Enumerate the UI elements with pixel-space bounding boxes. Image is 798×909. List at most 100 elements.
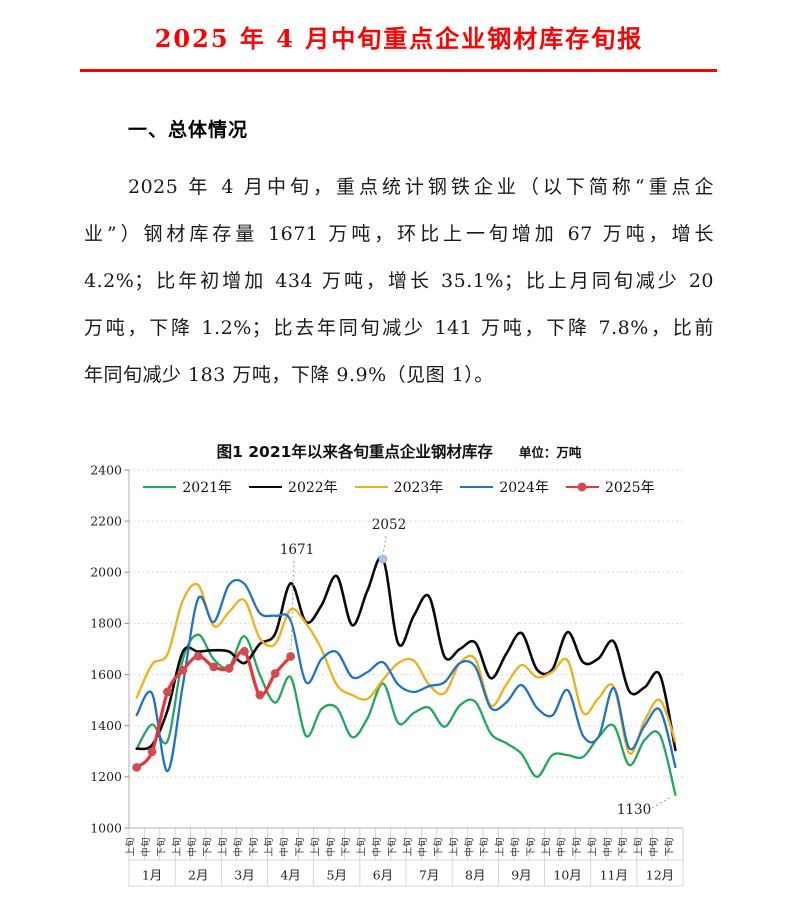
legend-line-swatch <box>460 485 494 489</box>
period-label: 上旬 <box>356 837 368 856</box>
data-point-marker <box>286 652 296 661</box>
month-label: 11月 <box>600 868 628 883</box>
month-label: 7月 <box>419 868 439 883</box>
series-line-2024年 <box>135 578 677 773</box>
y-tick-label: 1000 <box>90 820 122 835</box>
period-label: 上旬 <box>125 837 137 856</box>
period-label: 下旬 <box>433 837 445 856</box>
y-tick-label: 2000 <box>90 565 122 580</box>
legend-label: 2021年 <box>182 480 233 496</box>
period-label: 上旬 <box>263 837 275 856</box>
period-label: 上旬 <box>586 837 598 856</box>
data-point-marker <box>270 669 280 678</box>
period-label: 下旬 <box>663 837 675 856</box>
annotation-label: 1671 <box>280 542 314 558</box>
period-label: 中旬 <box>186 837 198 856</box>
period-label: 上旬 <box>448 837 460 856</box>
month-label: 2月 <box>188 868 208 883</box>
annotation-leader-line <box>651 796 672 809</box>
section-heading: 一、总体情况 <box>128 119 249 141</box>
period-label: 上旬 <box>402 837 414 856</box>
period-label: 下旬 <box>294 837 306 856</box>
paragraph-line: 2025 年 4 月中旬，重点统计钢铁企业（以下简称“重点企 <box>128 176 714 198</box>
y-tick-label: 1600 <box>90 667 122 682</box>
legend-label: 2024年 <box>499 480 549 496</box>
title-divider-rule <box>80 69 717 72</box>
chart-title-row: 图1 2021年以来各旬重点企业钢材库存 单位：万吨 <box>0 440 798 462</box>
data-point-marker <box>224 664 234 673</box>
chart-legend: 2021年 2022年 2023年 2024年 2025年 <box>0 477 798 497</box>
series-line-2023年 <box>135 582 677 755</box>
period-label: 上旬 <box>633 837 645 856</box>
series-line-2022年 <box>135 556 677 752</box>
period-label: 中旬 <box>371 837 383 856</box>
month-label: 9月 <box>511 868 531 883</box>
annotation-label: 2052 <box>372 517 406 533</box>
summary-paragraph: 2025 年 4 月中旬，重点统计钢铁企业（以下简称“重点企 业”）钢材库存量 … <box>84 164 714 399</box>
annotation-marker <box>378 554 388 564</box>
period-label: 中旬 <box>602 837 614 856</box>
legend-item-2022年: 2022年 <box>249 477 338 497</box>
month-label: 6月 <box>373 868 393 883</box>
period-label: 下旬 <box>617 837 629 856</box>
legend-label: 2025年 <box>604 480 655 496</box>
legend-item-2024年: 2024年 <box>460 477 549 497</box>
period-label: 中旬 <box>648 837 660 856</box>
month-label: 5月 <box>327 868 347 883</box>
period-label: 上旬 <box>217 837 229 856</box>
period-label: 中旬 <box>509 837 521 856</box>
month-label: 10月 <box>553 868 581 883</box>
period-label: 下旬 <box>248 837 260 856</box>
paragraph-line: 万吨，下降 1.2%；比去年同旬减少 141 万吨，下降 7.8%，比前 <box>84 317 714 339</box>
y-tick-label: 2200 <box>90 513 122 528</box>
paragraph-line: 4.2%；比年初增加 434 万吨，增长 35.1%；比上月同旬减少 20 <box>84 270 714 292</box>
month-label: 1月 <box>142 868 162 883</box>
legend-line-swatch <box>565 482 599 492</box>
period-label: 上旬 <box>171 837 183 856</box>
data-point-marker <box>193 651 203 661</box>
period-label: 上旬 <box>540 837 552 856</box>
y-tick-label: 1800 <box>90 616 122 631</box>
data-point-marker <box>178 665 188 675</box>
period-label: 下旬 <box>386 837 398 856</box>
period-label: 下旬 <box>571 837 583 856</box>
legend-item-2023年: 2023年 <box>354 477 443 497</box>
paragraph-line: 年同旬减少 183 万吨，下降 9.9%（见图 1）。 <box>84 364 494 386</box>
y-tick-label: 1400 <box>90 718 122 733</box>
y-tick-label: 2400 <box>90 462 122 477</box>
period-label: 中旬 <box>463 837 475 856</box>
data-point-marker <box>240 646 249 656</box>
data-point-marker <box>132 762 142 772</box>
data-point-marker <box>255 690 265 700</box>
period-label: 下旬 <box>340 837 352 856</box>
period-label: 下旬 <box>155 837 167 856</box>
month-label: 4月 <box>280 868 300 883</box>
legend-line-swatch <box>354 485 388 489</box>
month-label: 3月 <box>234 868 254 883</box>
period-label: 中旬 <box>556 837 568 856</box>
period-label: 中旬 <box>325 837 337 856</box>
annotation-leader-line <box>290 560 295 651</box>
legend-item-2025年: 2025年 <box>565 477 655 497</box>
data-point-marker <box>147 747 157 757</box>
period-label: 下旬 <box>525 837 537 856</box>
annotation-label: 1130 <box>617 802 651 818</box>
period-label: 中旬 <box>140 837 152 856</box>
chart-unit-label: 单位：万吨 <box>518 445 582 460</box>
legend-label: 2022年 <box>288 480 338 496</box>
data-point-marker <box>209 662 219 672</box>
legend-item-2021年: 2021年 <box>143 477 232 497</box>
period-label: 中旬 <box>417 837 429 856</box>
data-point-marker <box>163 687 172 697</box>
document-title: 2025 年 4 月中旬重点企业钢材库存旬报 <box>154 24 644 53</box>
y-tick-label: 1200 <box>90 769 122 784</box>
period-label: 下旬 <box>479 837 491 856</box>
chart-title: 图1 2021年以来各旬重点企业钢材库存 <box>216 443 493 461</box>
annotation-leader-line <box>382 535 387 554</box>
paragraph-line: 业”）钢材库存量 1671 万吨，环比上一旬增加 67 万吨，增长 <box>84 223 714 245</box>
period-label: 下旬 <box>202 837 214 856</box>
legend-marker-dot <box>577 482 587 492</box>
figure1-chart-block: 图1 2021年以来各旬重点企业钢材库存 单位：万吨 2021年 2022年 202… <box>0 430 798 909</box>
